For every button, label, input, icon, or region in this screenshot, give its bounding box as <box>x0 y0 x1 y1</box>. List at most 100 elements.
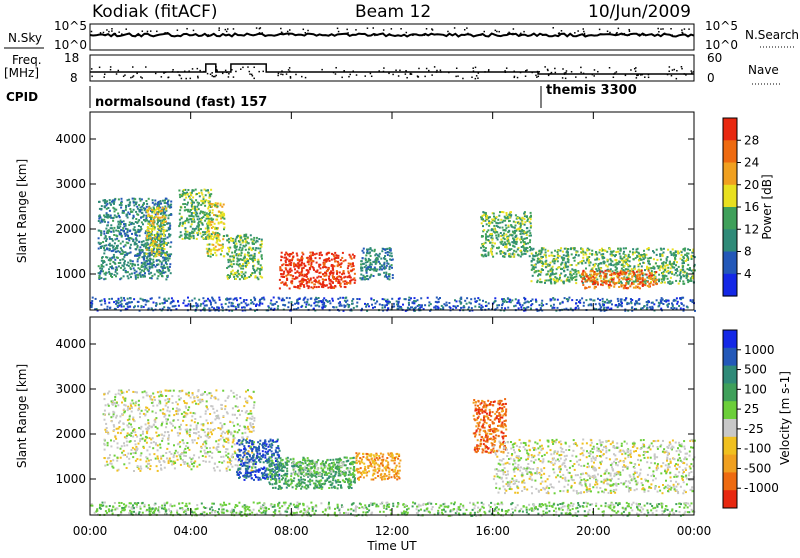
power-cell <box>308 285 310 287</box>
nave-dot <box>564 72 566 74</box>
power-cell <box>202 237 204 239</box>
nave-dot <box>141 77 143 79</box>
power-cell <box>128 199 130 201</box>
power-cell <box>612 281 614 283</box>
power-cell <box>143 306 145 308</box>
power-cell <box>457 305 459 307</box>
power-cell <box>624 265 626 267</box>
power-cell <box>478 306 480 308</box>
power-cell <box>675 254 677 256</box>
power-cell <box>525 238 527 240</box>
power-cell <box>235 278 237 280</box>
power-cell <box>161 263 163 265</box>
power-cell <box>611 255 613 257</box>
power-cell <box>509 244 511 246</box>
power-cell <box>205 194 207 196</box>
power-cell <box>190 226 192 228</box>
power-cell <box>142 204 144 206</box>
power-cell <box>617 251 619 253</box>
power-cell <box>157 217 159 219</box>
power-cell <box>226 253 228 255</box>
power-cell <box>361 260 363 262</box>
power-cell <box>588 249 590 251</box>
power-cell <box>163 244 165 246</box>
power-cell <box>540 271 542 273</box>
search-noise-dot <box>688 28 690 30</box>
power-cell <box>117 221 119 223</box>
power-cell <box>170 214 172 216</box>
power-cell <box>155 216 157 218</box>
cpid-row: CPID normalsound (fast) 157 themis 3300 <box>6 83 637 110</box>
power-cell <box>243 273 245 275</box>
nave-dot <box>580 72 582 74</box>
power-cell <box>134 226 136 228</box>
power-cell <box>255 249 257 251</box>
power-cell <box>159 228 161 230</box>
power-cell <box>641 265 643 267</box>
power-cell <box>301 279 303 281</box>
freq-panel-frame <box>90 55 694 81</box>
nave-dot <box>684 73 686 75</box>
search-noise-dot <box>121 33 123 35</box>
power-cell <box>232 239 234 241</box>
power-cell <box>385 252 387 254</box>
power-cell <box>593 283 595 285</box>
nave-dot <box>395 69 397 71</box>
power-cell <box>104 245 106 247</box>
power-cell <box>646 266 648 268</box>
power-cell <box>109 257 111 259</box>
power-cell <box>586 280 588 282</box>
power-cell <box>597 298 599 300</box>
power-cell <box>156 260 158 262</box>
power-cell <box>560 247 562 249</box>
power-cell <box>263 299 265 301</box>
power-cell <box>308 281 310 283</box>
power-cell <box>500 239 502 241</box>
power-cell <box>638 259 640 261</box>
power-cell <box>328 257 330 259</box>
power-cell <box>123 297 125 299</box>
power-cell <box>119 259 121 261</box>
power-cell <box>153 261 155 263</box>
power-cell <box>209 210 211 212</box>
power-cell <box>127 231 129 233</box>
nave-dot <box>289 71 291 73</box>
power-cell <box>163 260 165 262</box>
power-cell <box>286 297 288 299</box>
power-cell <box>655 271 657 273</box>
power-cell <box>501 298 503 300</box>
power-cell <box>679 280 681 282</box>
power-cell <box>309 260 311 262</box>
power-cell <box>617 300 619 302</box>
power-cell <box>634 303 636 305</box>
power-cell <box>323 297 325 299</box>
search-noise-dot <box>582 28 584 30</box>
nave-dot <box>211 75 213 77</box>
search-noise-dot <box>523 31 525 33</box>
power-cell <box>244 307 246 309</box>
power-cell <box>628 254 630 256</box>
search-noise-dot <box>628 29 630 31</box>
power-cell <box>145 217 147 219</box>
power-cell <box>140 217 142 219</box>
power-cell <box>615 251 617 253</box>
power-cell <box>501 241 503 243</box>
power-cell <box>123 262 125 264</box>
power-cell <box>158 205 160 207</box>
power-cell <box>301 259 303 261</box>
power-cell <box>240 236 242 238</box>
nave-dot <box>383 67 385 69</box>
power-cell <box>106 231 108 233</box>
power-cell <box>186 209 188 211</box>
power-cell <box>163 219 165 221</box>
power-cell <box>141 265 143 267</box>
power-cell <box>153 217 155 219</box>
power-cell <box>662 268 664 270</box>
nave-dot <box>525 75 527 77</box>
power-cell <box>147 227 149 229</box>
power-cell <box>592 279 594 281</box>
power-cell <box>131 233 133 235</box>
nave-dot <box>233 76 235 78</box>
power-cell <box>686 272 688 274</box>
power-cell <box>585 254 587 256</box>
